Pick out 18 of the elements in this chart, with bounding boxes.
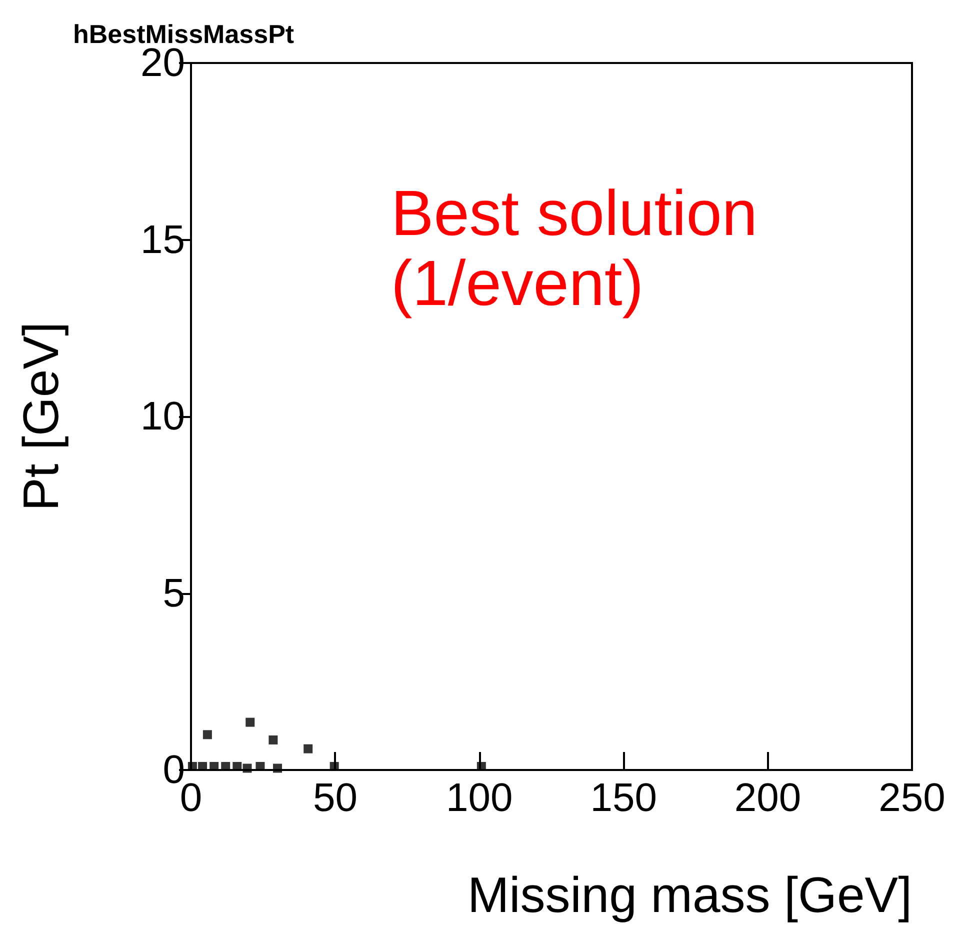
x-tick-label: 250 [878,776,946,820]
point [246,718,255,727]
x-tick-label: 100 [446,776,513,820]
x-tick-label: 150 [590,776,657,820]
y-axis-title: Pt [GeV] [13,322,69,511]
y-tick-label: 10 [140,394,185,438]
point [268,735,278,744]
x-tick-label: 50 [312,776,358,820]
y-tick-label: 5 [162,571,185,616]
point [242,764,252,773]
x-axis-title: Missing mass [GeV] [467,867,912,923]
point [304,744,313,754]
chart-title: hBestMissMassPt [73,19,294,49]
annotation: Best solution (1/event) [391,177,758,319]
x-tick-label: 200 [734,776,802,820]
y-tick-label: 15 [140,218,185,262]
point [273,764,282,773]
point [202,730,212,740]
